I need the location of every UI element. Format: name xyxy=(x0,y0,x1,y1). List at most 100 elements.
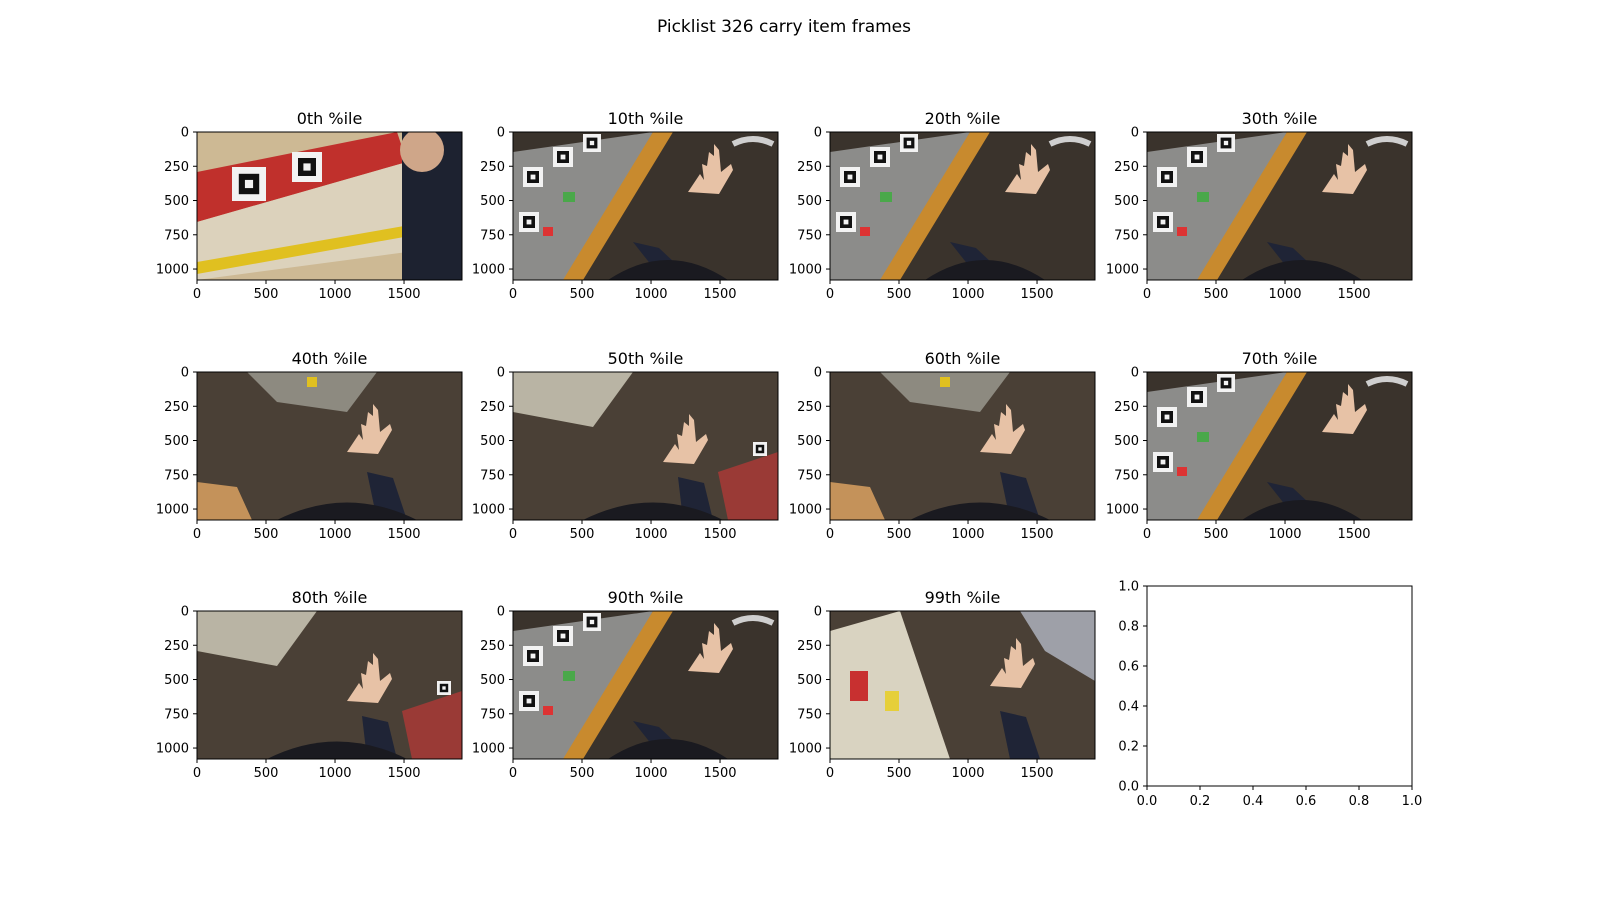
legs xyxy=(608,260,728,280)
video-frame xyxy=(197,132,462,280)
video-frame xyxy=(513,132,778,280)
y-tick-label: 500 xyxy=(1114,434,1139,449)
shelf-edge xyxy=(513,372,633,427)
y-tick-label: 0 xyxy=(1131,126,1139,141)
x-tick-label: 1500 xyxy=(387,766,420,781)
y-tick-label: 500 xyxy=(797,673,822,688)
chair-base xyxy=(731,136,775,147)
y-tick-label: 750 xyxy=(1114,228,1139,243)
shelf-bin xyxy=(197,162,407,280)
subplot-title: 0th %ile xyxy=(297,109,363,128)
y-tick-label: 250 xyxy=(164,400,189,415)
x-tick-label: 500 xyxy=(887,527,912,542)
y-tick-label: 0 xyxy=(497,366,505,381)
y-tick-label: 750 xyxy=(797,468,822,483)
hand xyxy=(980,404,1025,454)
shelf-unit xyxy=(1147,132,1287,280)
y-tick-label: 500 xyxy=(164,673,189,688)
x-tick-label: 500 xyxy=(254,766,279,781)
y-tick-label: 750 xyxy=(164,707,189,722)
figure-title: Picklist 326 carry item frames xyxy=(657,17,911,37)
legs xyxy=(925,260,1045,280)
subplot-6: 0 500 1000 1500 0 250 500 750 1000 50th %ile xyxy=(472,349,779,542)
y-tick-label: 1000 xyxy=(789,263,822,278)
y-tick-label: 1000 xyxy=(789,742,822,757)
subplot-8: 0 500 1000 1500 0 250 500 750 1000 70th %ile xyxy=(1106,349,1413,542)
shelf-unit xyxy=(830,132,970,280)
x-tick-label: 0 xyxy=(1143,527,1151,542)
x-tick-label: 1000 xyxy=(1268,287,1301,302)
x-tick-label: 0 xyxy=(193,287,201,302)
axes-frame xyxy=(829,371,1096,521)
axes-frame xyxy=(512,371,779,521)
x-tick-label: 1500 xyxy=(703,766,736,781)
y-tick-label: 0.0 xyxy=(1118,780,1139,795)
hand xyxy=(688,144,733,194)
hand xyxy=(1005,144,1050,194)
y-tick-label: 0.6 xyxy=(1118,660,1139,675)
subplot-10: 0 500 1000 1500 0 250 500 750 1000 90th %ile xyxy=(472,588,779,781)
legs xyxy=(583,502,723,520)
subplot-title: 10th %ile xyxy=(608,109,684,128)
video-frame xyxy=(513,611,778,759)
axes-frame xyxy=(512,610,779,760)
x-tick-label: 0 xyxy=(826,766,834,781)
y-tick-label: 0 xyxy=(814,605,822,620)
x-tick-label: 500 xyxy=(570,766,595,781)
x-tick-label: 0.8 xyxy=(1349,794,1370,809)
subplot-title: 60th %ile xyxy=(925,349,1001,368)
axes-frame xyxy=(196,131,463,281)
y-tick-label: 1000 xyxy=(472,263,505,278)
wood-rail xyxy=(563,132,673,280)
shelf-corner xyxy=(1020,611,1095,681)
subplot-1: 0 500 1000 1500 0 250 500 750 1000 0th %ile xyxy=(156,109,463,302)
y-tick-label: 0 xyxy=(181,605,189,620)
axes-frame xyxy=(829,131,1096,281)
x-tick-label: 500 xyxy=(1204,287,1229,302)
x-tick-label: 1500 xyxy=(703,527,736,542)
red-chair xyxy=(718,452,778,520)
shelf-unit xyxy=(513,611,653,759)
x-tick-label: 0 xyxy=(826,527,834,542)
y-tick-label: 1000 xyxy=(1106,503,1139,518)
hand xyxy=(990,638,1035,688)
y-tick-label: 0 xyxy=(181,126,189,141)
boxes xyxy=(197,482,252,520)
x-tick-label: 1500 xyxy=(1020,287,1053,302)
video-frame xyxy=(197,611,462,759)
x-tick-label: 0 xyxy=(509,287,517,302)
subplot-title: 20th %ile xyxy=(925,109,1001,128)
wood-rail xyxy=(880,132,990,280)
legs xyxy=(1242,260,1362,280)
wood-rail xyxy=(1197,372,1307,520)
x-tick-label: 0.2 xyxy=(1190,794,1211,809)
y-tick-label: 500 xyxy=(164,194,189,209)
head xyxy=(400,132,444,172)
subplot-title: 40th %ile xyxy=(292,349,368,368)
shelf-unit xyxy=(1147,372,1287,520)
hand xyxy=(663,414,708,464)
video-frame xyxy=(197,372,462,520)
subplot-11: 0 500 1000 1500 0 250 500 750 1000 99th %ile xyxy=(789,588,1096,781)
legs xyxy=(277,502,417,520)
video-frame xyxy=(830,611,1095,759)
x-tick-label: 1000 xyxy=(951,527,984,542)
y-tick-label: 1000 xyxy=(156,503,189,518)
x-tick-label: 0 xyxy=(193,527,201,542)
y-tick-label: 500 xyxy=(797,434,822,449)
y-tick-label: 0.4 xyxy=(1118,700,1139,715)
x-tick-label: 500 xyxy=(887,766,912,781)
x-tick-label: 1000 xyxy=(951,766,984,781)
video-frame xyxy=(1147,132,1412,280)
y-tick-label: 250 xyxy=(164,639,189,654)
x-tick-label: 500 xyxy=(887,287,912,302)
y-tick-label: 1000 xyxy=(789,503,822,518)
legs xyxy=(608,739,728,759)
y-tick-label: 0 xyxy=(814,366,822,381)
y-tick-label: 250 xyxy=(1114,160,1139,175)
chair-base xyxy=(1048,136,1092,147)
y-tick-label: 1000 xyxy=(472,503,505,518)
y-tick-label: 500 xyxy=(480,673,505,688)
subplot-title: 99th %ile xyxy=(925,588,1001,607)
y-tick-label: 1000 xyxy=(472,742,505,757)
